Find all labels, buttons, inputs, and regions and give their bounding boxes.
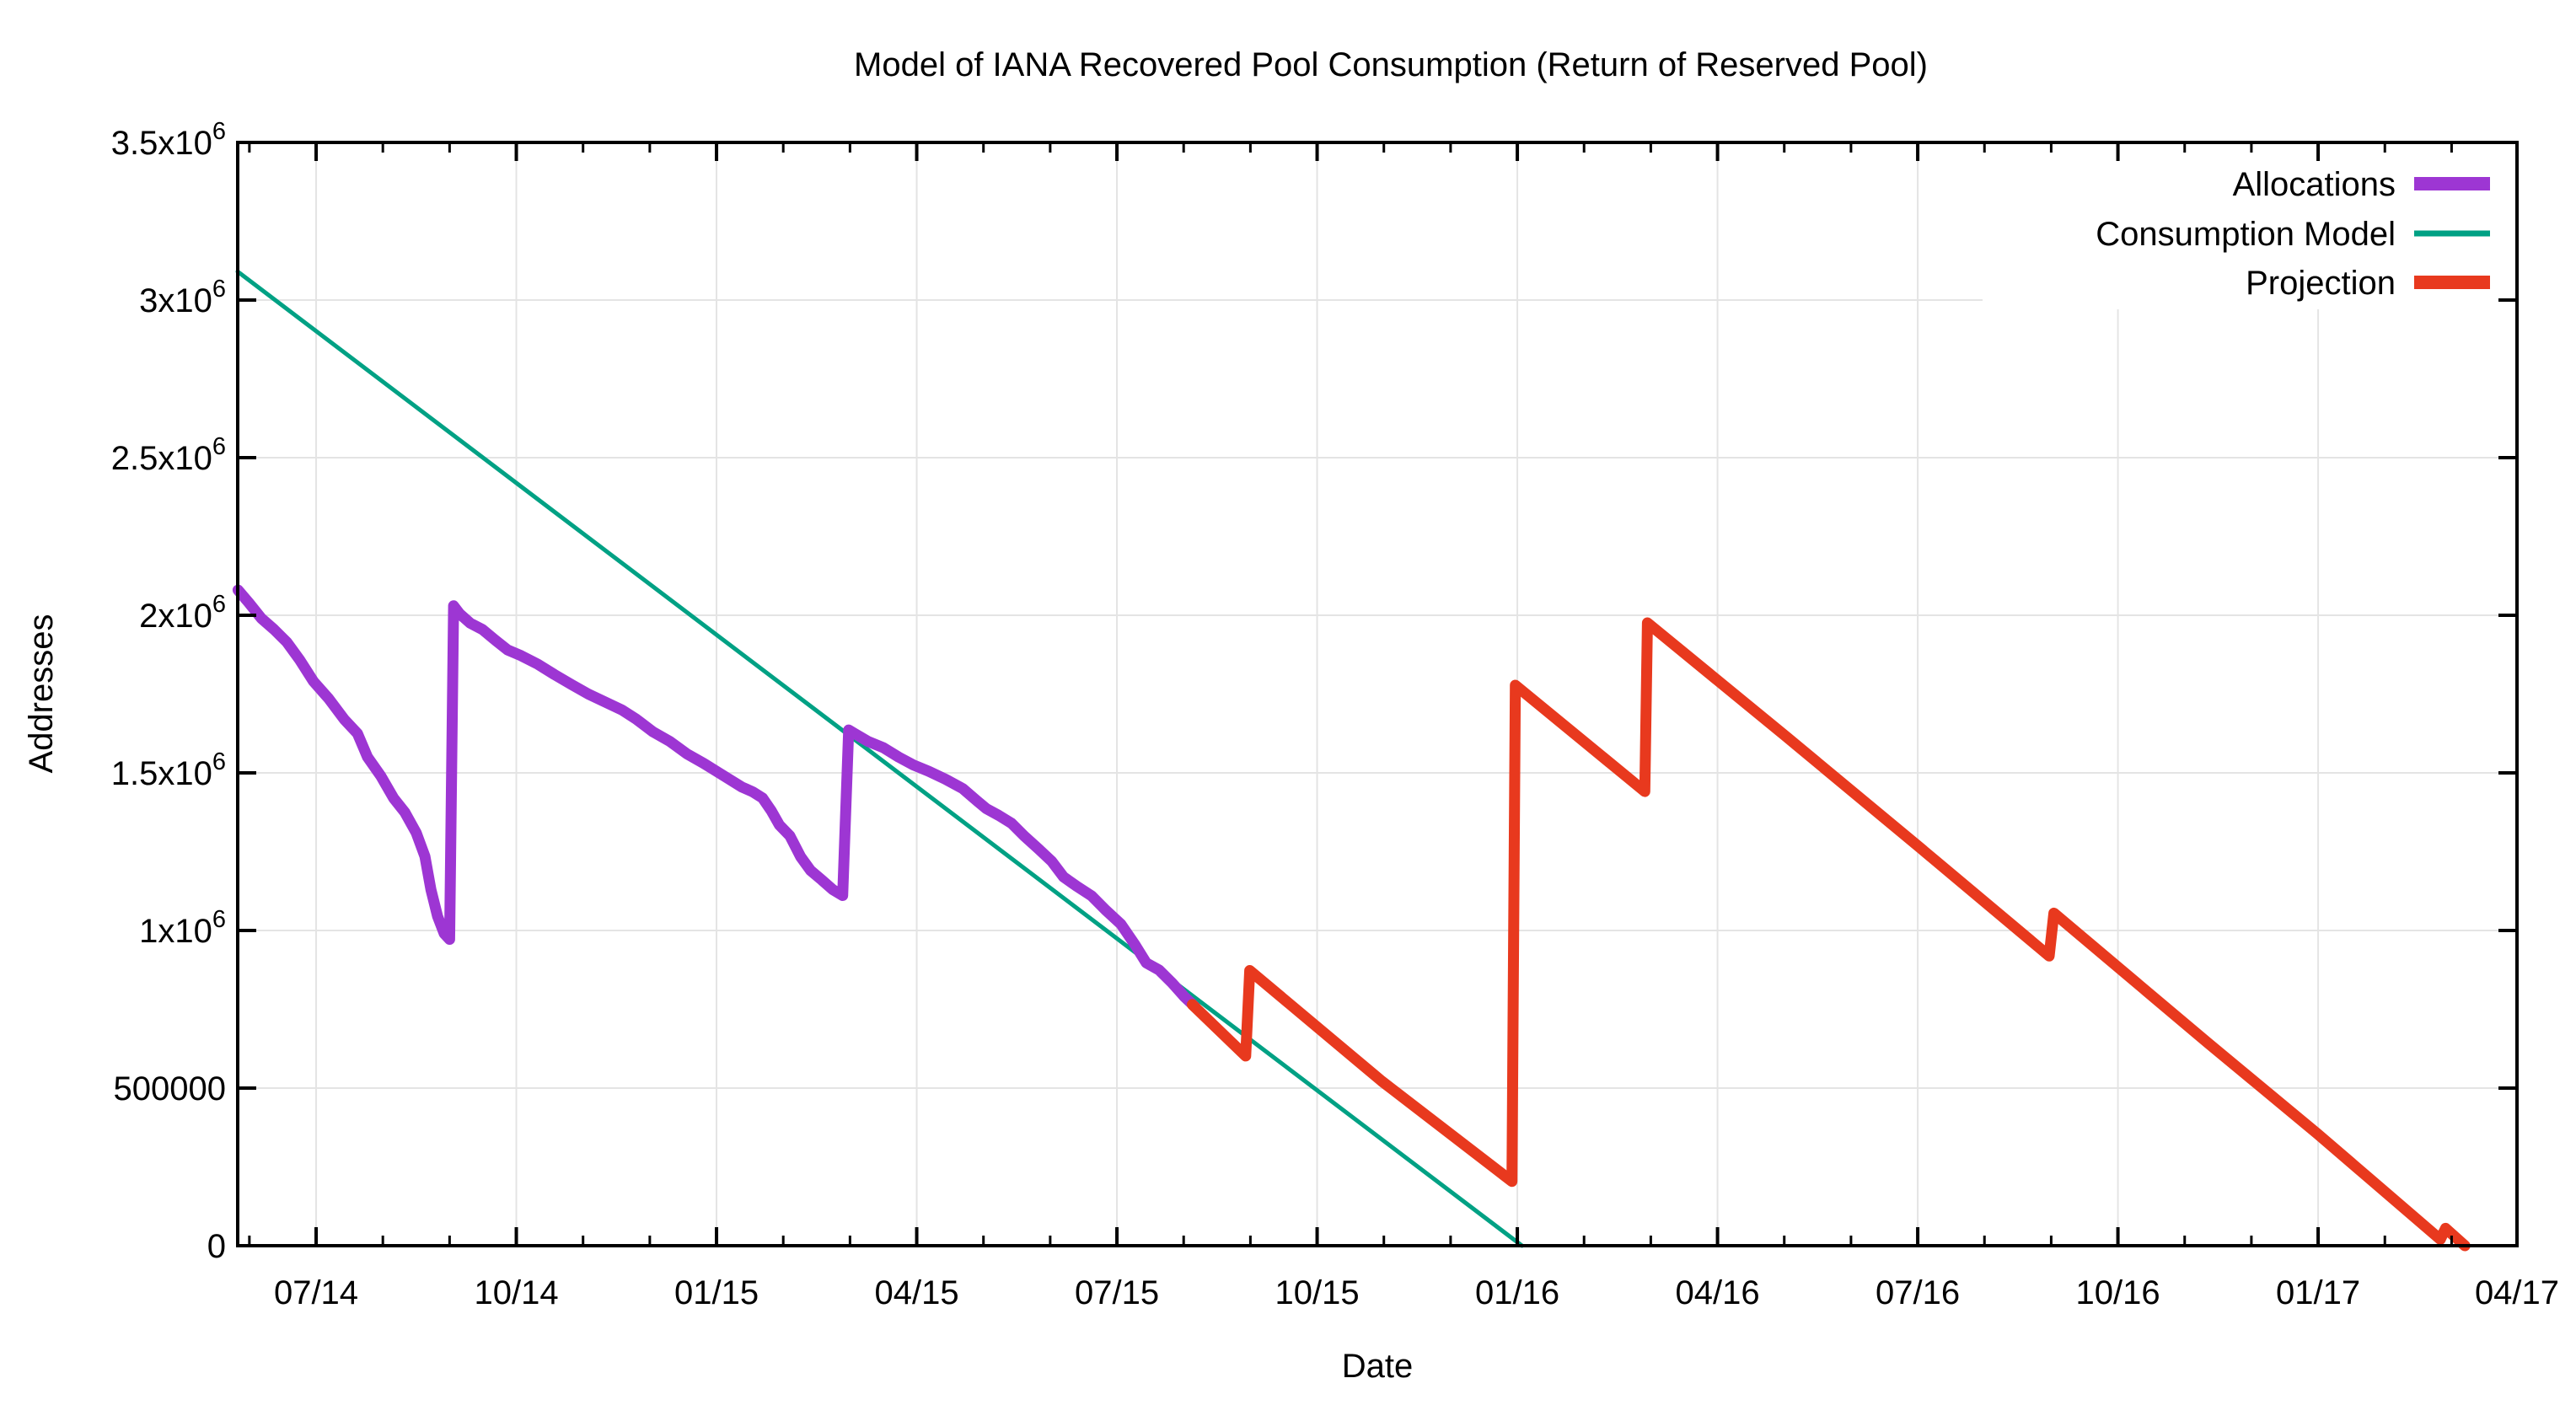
y-tick-label: 2x106 xyxy=(139,591,226,635)
x-tick-label: 04/17 xyxy=(2475,1274,2559,1311)
legend-label-allocations: Allocations xyxy=(2233,166,2396,203)
legend: Allocations Consumption Model Projection xyxy=(2096,166,2490,302)
y-tick-label: 500000 xyxy=(114,1070,226,1107)
x-tick-label: 10/15 xyxy=(1275,1274,1359,1311)
x-tick-label: 07/14 xyxy=(274,1274,358,1311)
series-line-projection xyxy=(1187,617,2471,1252)
x-tick-label: 01/15 xyxy=(674,1274,759,1311)
series-line-allocations xyxy=(232,584,1201,1012)
x-tick-label: 07/16 xyxy=(1876,1274,1960,1311)
chart-title: Model of IANA Recovered Pool Consumption… xyxy=(854,46,1928,83)
x-tick-label: 10/16 xyxy=(2076,1274,2160,1311)
series-layer xyxy=(232,269,2471,1252)
x-axis-title: Date xyxy=(1342,1348,1414,1385)
y-tick-label: 1.5x106 xyxy=(111,748,226,792)
x-tick-label: 04/16 xyxy=(1676,1274,1760,1311)
x-tick-label: 07/15 xyxy=(1075,1274,1159,1311)
plot-border xyxy=(236,141,2519,1247)
y-tick-label: 0 xyxy=(207,1228,226,1265)
series-line-consumption-model xyxy=(235,269,1525,1248)
x-tick-label: 04/15 xyxy=(874,1274,958,1311)
y-tick-label: 3x106 xyxy=(139,276,226,319)
y-tick-label: 2.5x106 xyxy=(111,433,226,477)
y-axis-title: Addresses xyxy=(23,614,60,774)
x-tick-label: 01/16 xyxy=(1475,1274,1559,1311)
y-tick-label: 1x106 xyxy=(139,906,226,950)
y-tick-label: 3.5x106 xyxy=(111,118,226,162)
grid-layer xyxy=(238,142,2517,1246)
tick-label-layer: 07/14 10/14 01/15 04/15 07/15 10/15 01/16 04/16… xyxy=(111,118,2559,1311)
legend-label-projection: Projection xyxy=(2246,265,2396,302)
x-tick-label: 01/17 xyxy=(2276,1274,2360,1311)
legend-label-consumption-model: Consumption Model xyxy=(2096,216,2396,253)
tick-layer xyxy=(238,141,2519,1247)
x-tick-label: 10/14 xyxy=(474,1274,558,1311)
